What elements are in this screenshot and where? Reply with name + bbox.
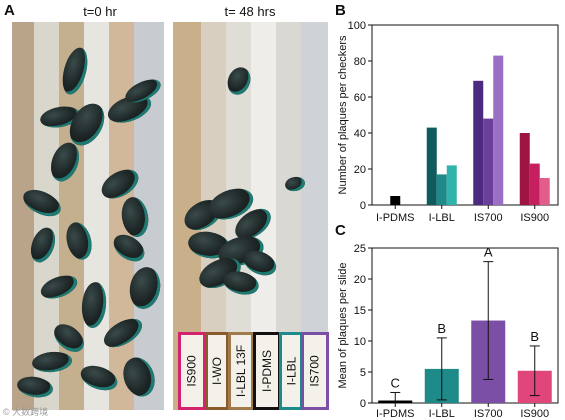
panel-a-letter: A bbox=[4, 2, 15, 19]
x-tick-label: I-LBL bbox=[429, 212, 455, 224]
panel-b-letter: B bbox=[335, 2, 346, 19]
coating-label-text: I-WO bbox=[210, 357, 224, 385]
bar bbox=[529, 163, 540, 205]
x-tick-label: IS900 bbox=[520, 408, 549, 420]
y-tick-label: 100 bbox=[348, 20, 366, 32]
bar bbox=[446, 165, 457, 205]
bar bbox=[517, 370, 552, 403]
coating-label-text: I-LBL 13F bbox=[234, 344, 248, 398]
bar bbox=[471, 320, 506, 403]
coating-label-is700: IS700 bbox=[301, 332, 329, 410]
coating-label-i-wo: I-WO bbox=[205, 332, 229, 410]
significance-letter: B bbox=[437, 321, 446, 336]
bar bbox=[424, 368, 459, 403]
coating-label-i-lbl-13f: I-LBL 13F bbox=[228, 332, 254, 410]
bar bbox=[473, 80, 484, 205]
bar bbox=[539, 178, 550, 205]
significance-letter: B bbox=[530, 329, 539, 344]
y-tick-label: 0 bbox=[360, 200, 366, 212]
y-tick-label: 15 bbox=[354, 305, 366, 317]
coating-label-text: I-PDMS bbox=[260, 350, 274, 392]
coating-label-text: IS700 bbox=[308, 355, 323, 387]
panel-c-letter: C bbox=[335, 222, 346, 239]
bar bbox=[390, 196, 401, 205]
x-tick-label: I-LBL bbox=[429, 408, 455, 420]
bar bbox=[519, 133, 530, 205]
bar bbox=[493, 55, 504, 205]
coating-label-i-lbl: I-LBL bbox=[279, 332, 303, 410]
y-tick-label: 80 bbox=[354, 56, 366, 68]
y-tick-label: 10 bbox=[354, 336, 366, 348]
bar bbox=[378, 400, 413, 403]
y-tick-label: 0 bbox=[360, 398, 366, 410]
x-tick-label: I-PDMS bbox=[376, 408, 415, 420]
coating-label-text: I-LBL bbox=[284, 356, 298, 386]
bar bbox=[483, 118, 494, 205]
x-tick-label: IS700 bbox=[474, 408, 503, 420]
photo-initial bbox=[12, 22, 164, 410]
y-tick-label: 5 bbox=[360, 367, 366, 379]
x-tick-label: IS700 bbox=[474, 212, 503, 224]
y-tick-label: 40 bbox=[354, 128, 366, 140]
plot-frame bbox=[371, 247, 559, 404]
coating-label-i-pdms: I-PDMS bbox=[253, 332, 281, 410]
bar bbox=[426, 127, 437, 205]
y-tick-label: 20 bbox=[354, 274, 366, 286]
y-tick-label: 25 bbox=[354, 243, 366, 255]
watermark: © 大数跨境 bbox=[3, 407, 49, 417]
y-tick-label: 20 bbox=[354, 164, 366, 176]
y-axis-label: Number of plaques per checkers bbox=[337, 35, 349, 194]
y-tick-label: 60 bbox=[354, 92, 366, 104]
bar bbox=[436, 174, 447, 205]
significance-letter: A bbox=[484, 245, 493, 260]
plot-frame bbox=[371, 24, 559, 206]
coating-label-text: IS900 bbox=[185, 355, 200, 387]
x-tick-label: IS900 bbox=[520, 212, 549, 224]
photo-title-left: t=0 hr bbox=[83, 4, 117, 19]
significance-letter: C bbox=[391, 375, 400, 390]
y-axis-label: Mean of plaques per slide bbox=[337, 263, 349, 389]
x-tick-label: I-PDMS bbox=[376, 212, 415, 224]
coating-label-is900: IS900 bbox=[178, 332, 206, 410]
photo-title-right: t= 48 hrs bbox=[224, 4, 276, 19]
